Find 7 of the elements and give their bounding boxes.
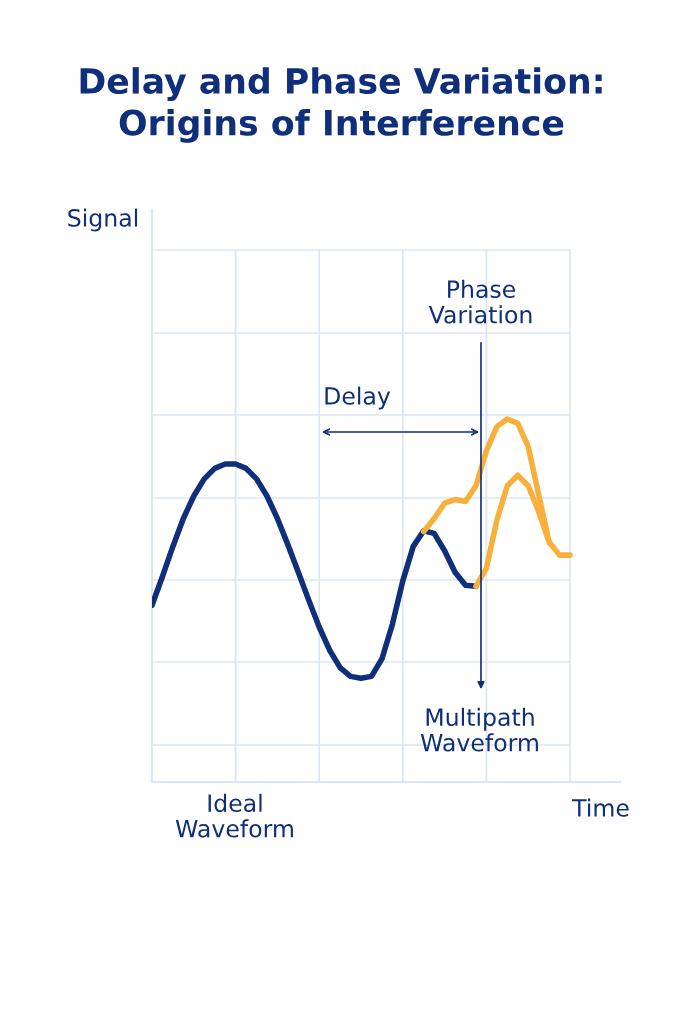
text: Signal bbox=[68, 208, 138, 232]
text: Delay bbox=[325, 386, 391, 410]
annotation: Multipath Waveform bbox=[420, 707, 538, 752]
text: Ideal Waveform bbox=[175, 793, 293, 838]
x-axis-title: Time bbox=[572, 798, 629, 817]
text: Phase Variation bbox=[428, 279, 532, 324]
chart-title: Delay and Phase Variation: Origins of Interference bbox=[80, 67, 602, 143]
